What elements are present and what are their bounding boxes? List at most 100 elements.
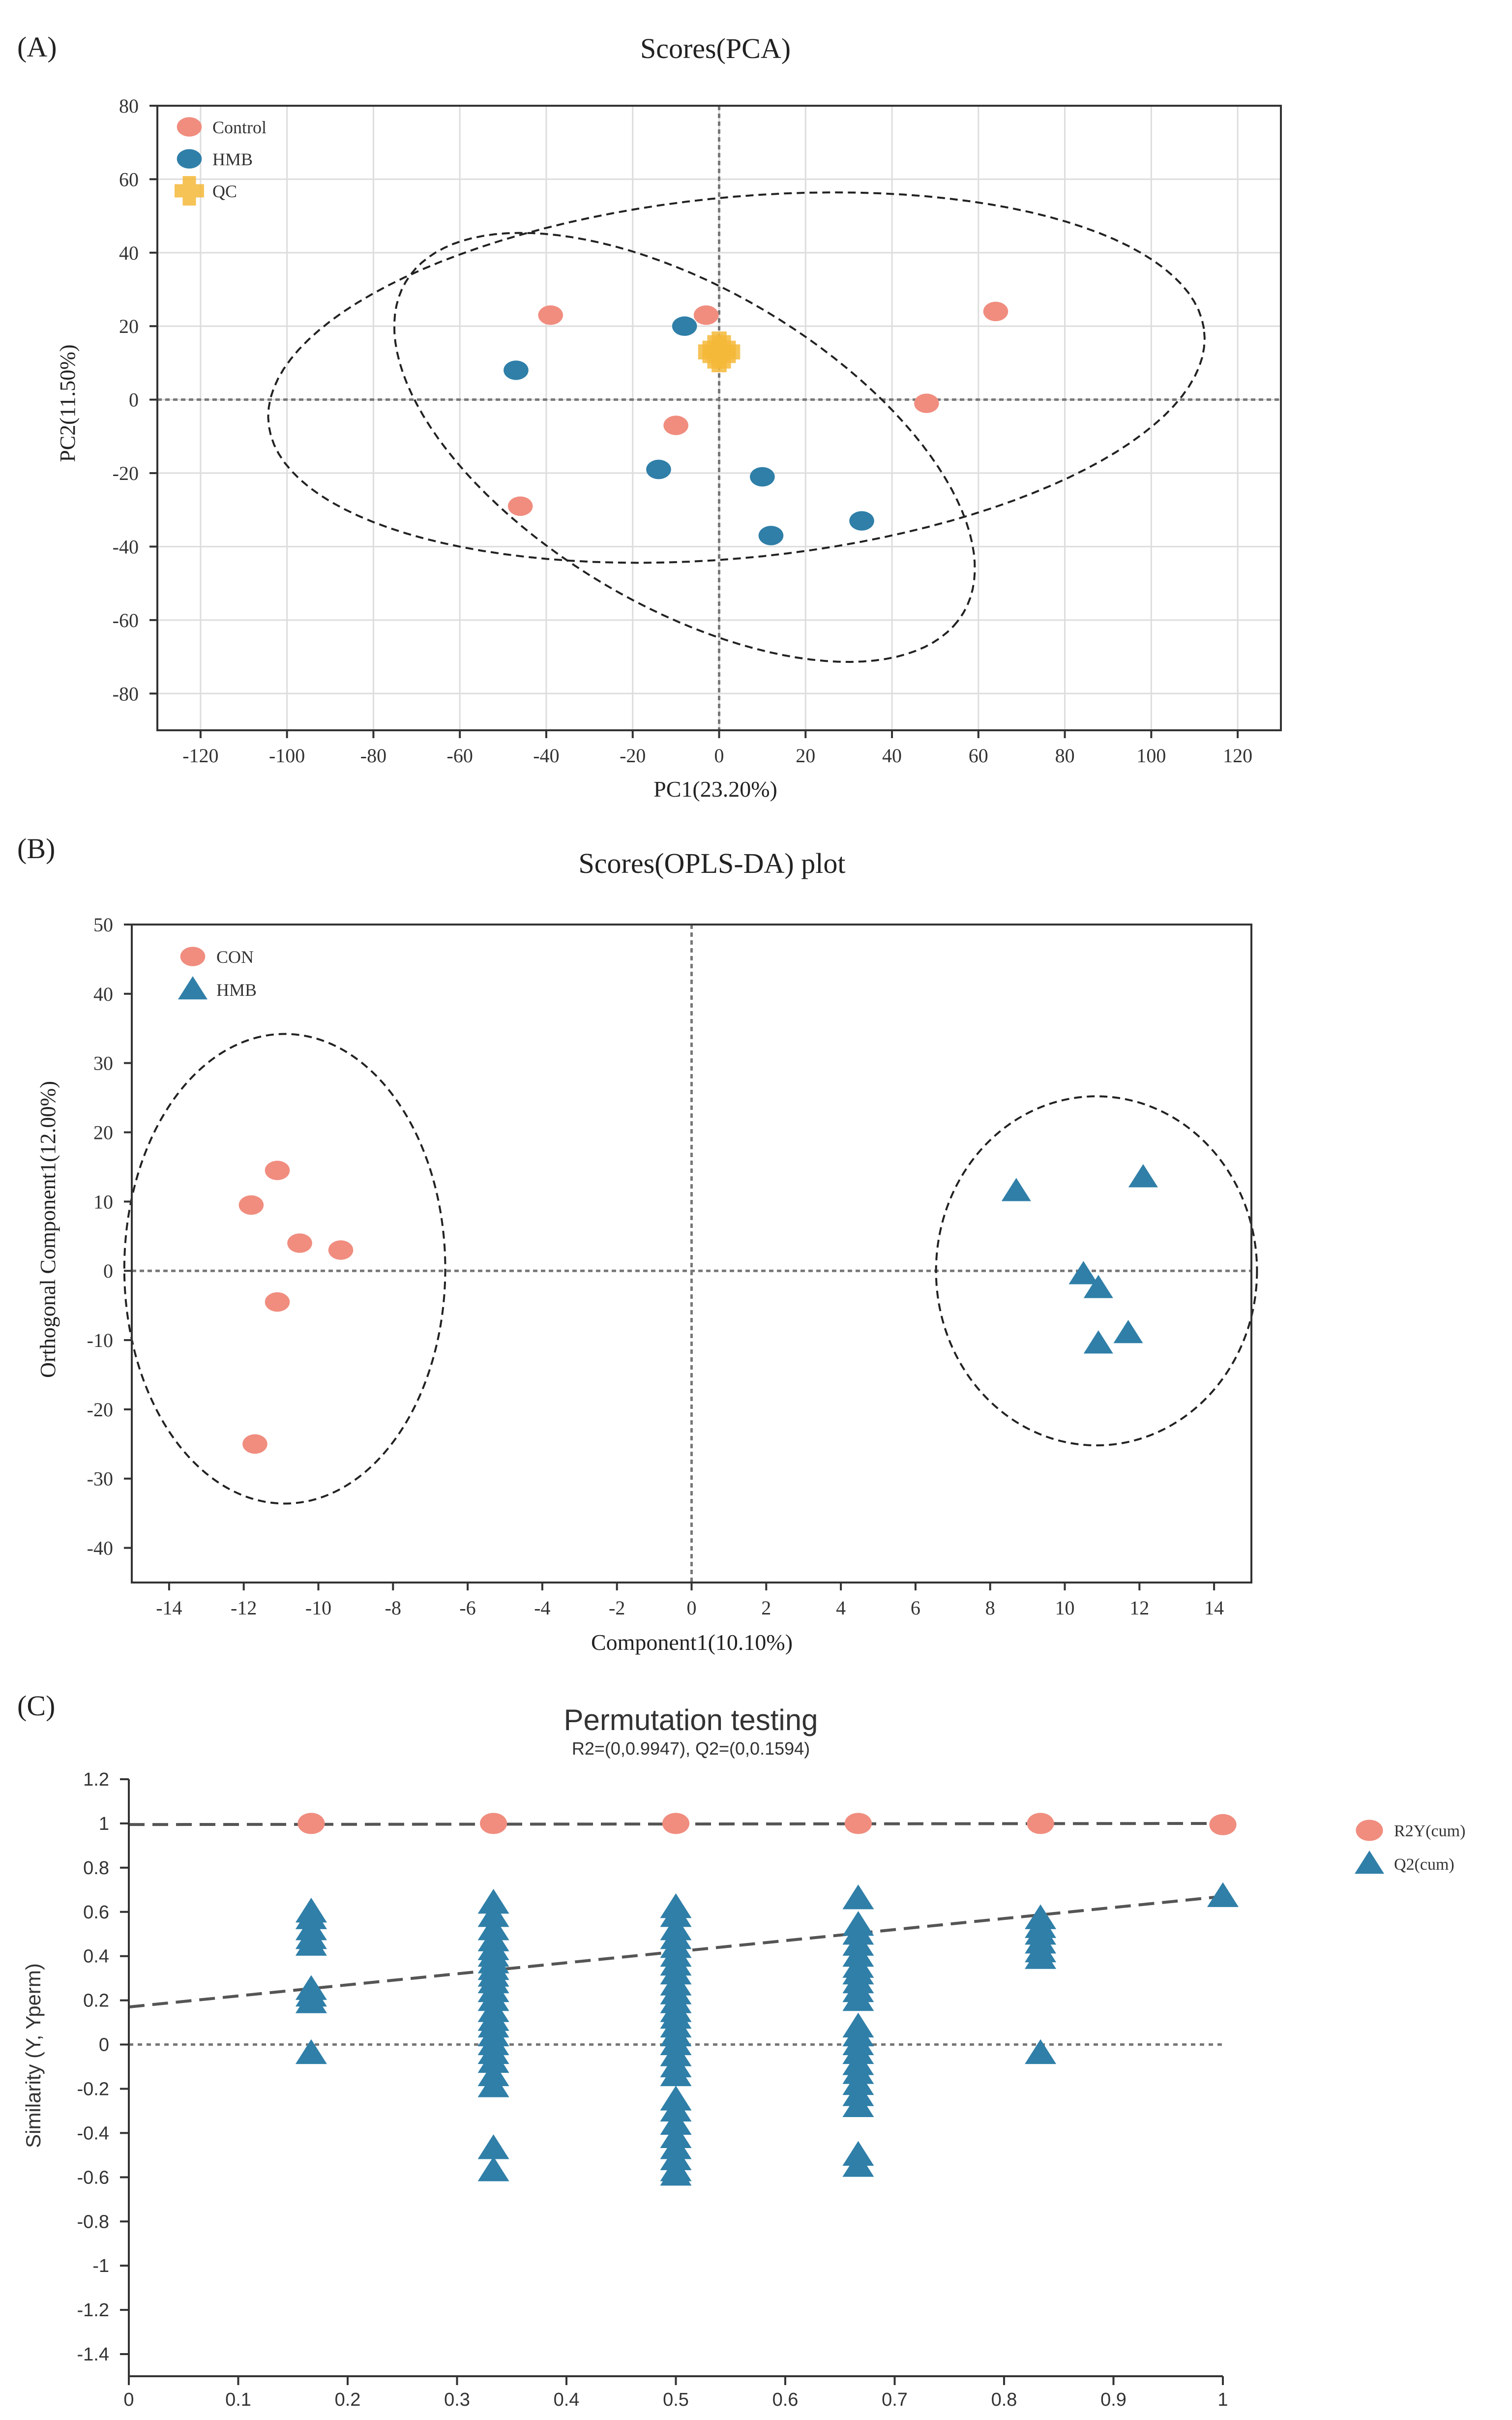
point-hmb xyxy=(849,511,874,531)
x-tick-label: 80 xyxy=(1055,745,1075,767)
panel-b-legend: CON HMB xyxy=(178,947,257,1000)
point-control xyxy=(914,393,939,413)
y-tick-label: 80 xyxy=(119,95,139,117)
q2-triangle xyxy=(660,2161,692,2186)
y-tick-label: 0.6 xyxy=(83,1902,109,1923)
y-tick-label: -0.6 xyxy=(77,2167,109,2188)
q2-triangle xyxy=(660,2110,692,2135)
q2-triangle xyxy=(477,2048,509,2073)
panel-a-zero-guides xyxy=(157,106,1281,730)
panel-c-y-axis-label: Similarity (Y, Yperm) xyxy=(22,1963,45,2148)
point-con xyxy=(328,1240,354,1260)
legend-label-control: Control xyxy=(212,118,267,137)
x-tick-label: 60 xyxy=(969,745,988,767)
y-tick-label: 50 xyxy=(93,914,113,936)
point-hmb xyxy=(1083,1330,1113,1354)
x-tick-label: 0.1 xyxy=(225,2390,251,2410)
panel-a-confidence-ellipses xyxy=(267,191,1206,663)
panel-a-pca: (A) Scores(PCA) -120 -100 -80 -60 -40 -20 0 20 4… xyxy=(17,31,1282,802)
x-tick-label: -2 xyxy=(609,1597,625,1619)
panel-c-permutation: (C) Permutation testing R2=(0,0.9947), Q… xyxy=(17,1690,1465,2410)
y-tick-label: -40 xyxy=(87,1537,113,1559)
legend-label-q2cum: Q2(cum) xyxy=(1394,1855,1454,1874)
x-tick-label: 4 xyxy=(836,1597,846,1619)
x-tick-label: -40 xyxy=(533,745,559,767)
x-tick-label: 120 xyxy=(1223,745,1252,767)
y-tick-label: -10 xyxy=(87,1329,113,1351)
point-control xyxy=(538,305,563,325)
x-tick-label: -14 xyxy=(156,1597,182,1619)
q2-triangle xyxy=(660,2096,692,2122)
legend-marker-hmb xyxy=(178,976,208,1000)
y-tick-label: 60 xyxy=(119,168,139,190)
point-control xyxy=(507,496,533,516)
panel-b-zero-guides xyxy=(132,925,1251,1583)
y-tick-label: 40 xyxy=(119,242,139,264)
x-tick-label: -10 xyxy=(305,1597,331,1619)
panel-b-label: (B) xyxy=(17,833,55,865)
y-tick-label: 1 xyxy=(99,1814,109,1834)
x-tick-label: 0.2 xyxy=(335,2390,361,2410)
panel-a-y-axis-label: PC2(11.50%) xyxy=(56,344,80,462)
x-tick-label: 12 xyxy=(1129,1597,1149,1619)
point-control xyxy=(983,301,1008,322)
panel-b-y-axis-label: Orthogonal Component1(12.00%) xyxy=(36,1081,60,1378)
q2-triangle xyxy=(477,2072,509,2097)
x-tick-label: 0.3 xyxy=(444,2390,470,2410)
y-tick-label: 30 xyxy=(93,1052,113,1075)
q2-triangle xyxy=(295,1931,327,1956)
x-tick-label: -100 xyxy=(269,745,305,767)
panel-a-legend: Control HMB QC xyxy=(175,117,267,206)
x-tick-label: 1 xyxy=(1217,2390,1228,2410)
y-tick-label: 0.8 xyxy=(83,1858,109,1879)
y-tick-label: -20 xyxy=(113,462,139,484)
legend-label-qc: QC xyxy=(212,181,237,201)
x-tick-label: 0.4 xyxy=(554,2390,580,2410)
y-tick-label: -20 xyxy=(87,1399,113,1421)
x-tick-label: 0 xyxy=(123,2390,134,2410)
point-con xyxy=(287,1233,312,1253)
ellipse-con xyxy=(123,1033,446,1505)
y-tick-label: 20 xyxy=(93,1122,113,1144)
y-tick-label: 0.4 xyxy=(83,1946,109,1967)
x-tick-label: 10 xyxy=(1055,1597,1075,1619)
legend-label-hmb: HMB xyxy=(212,149,253,169)
panel-a-tick-labels: -120 -100 -80 -60 -40 -20 0 20 40 60 80 100 120 -80 -6… xyxy=(113,95,1252,767)
r2y-circle xyxy=(1209,1814,1237,1835)
y-tick-label: -30 xyxy=(87,1468,113,1490)
x-tick-label: -12 xyxy=(231,1597,257,1619)
y-tick-label: -1.2 xyxy=(77,2300,109,2321)
legend-marker-qc xyxy=(175,176,204,206)
x-tick-label: -120 xyxy=(182,745,218,767)
panel-b-title: Scores(OPLS-DA) plot xyxy=(579,847,846,879)
q2-triangle xyxy=(1025,2039,1057,2064)
r2y-circle xyxy=(662,1813,690,1834)
x-tick-label: -60 xyxy=(447,745,473,767)
q2-triangle xyxy=(842,2092,874,2118)
y-tick-label: -80 xyxy=(113,683,139,705)
y-tick-label: -60 xyxy=(113,609,139,631)
point-con xyxy=(242,1434,267,1454)
y-tick-label: 20 xyxy=(119,315,139,337)
y-tick-label: -0.2 xyxy=(77,2079,109,2099)
y-tick-label: -40 xyxy=(113,536,139,558)
y-tick-label: 0 xyxy=(129,389,139,411)
point-hmb xyxy=(1113,1319,1143,1344)
panel-b-oplsda: (B) Scores(OPLS-DA) plot -14 -12 -10 -8 -6 -4… xyxy=(17,833,1258,1655)
point-hmb xyxy=(750,467,775,487)
ellipse-hmb xyxy=(393,232,976,663)
x-tick-label: 0.8 xyxy=(991,2390,1017,2410)
r2y-circle xyxy=(844,1813,872,1834)
r2y-circle xyxy=(479,1813,507,1834)
point-hmb xyxy=(1083,1275,1113,1298)
panel-c-axes xyxy=(120,1778,1224,2385)
x-tick-label: -20 xyxy=(620,745,646,767)
panel-b-confidence-ellipses xyxy=(123,1033,1258,1505)
point-control xyxy=(693,305,719,325)
point-control xyxy=(663,416,688,435)
point-hmb xyxy=(504,360,529,380)
x-tick-label: 8 xyxy=(985,1597,995,1619)
panel-b-points xyxy=(238,1161,1158,1454)
panel-c-subtitle: R2=(0,0.9947), Q2=(0,0.1594) xyxy=(572,1738,810,1759)
q2-triangle xyxy=(842,2152,874,2177)
